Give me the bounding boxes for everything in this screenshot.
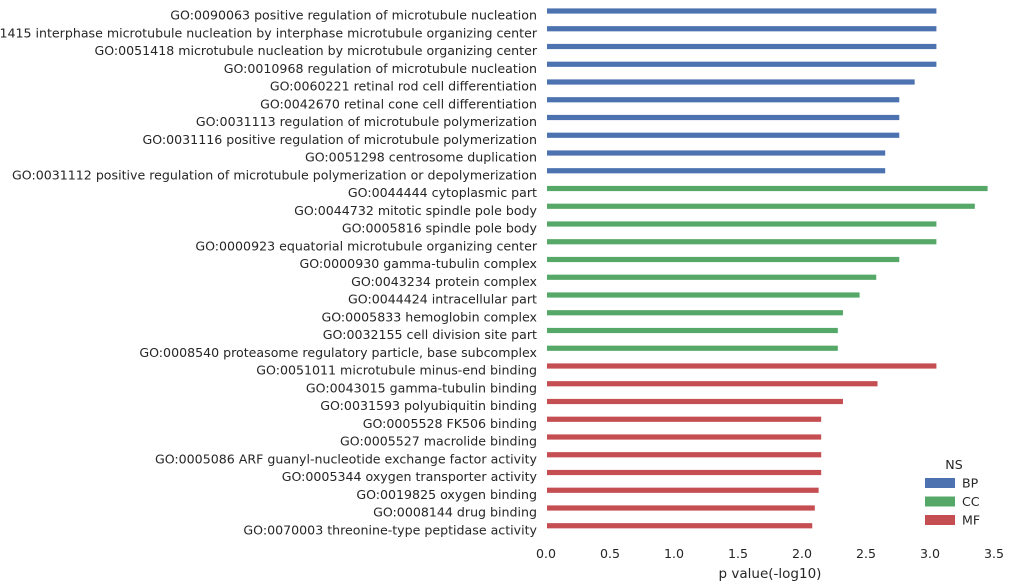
bars-group: [547, 8, 988, 529]
category-label-8: GO:0051298 centrosome duplication: [305, 150, 537, 165]
category-label-26: GO:0005344 oxygen transporter activity: [282, 469, 538, 484]
bar-15: [547, 274, 877, 280]
bar-10: [547, 185, 988, 192]
bar-27: [547, 487, 819, 493]
legend-swatch-bp: [925, 478, 955, 488]
legend-label-mf: MF: [962, 513, 980, 528]
bar-9: [547, 168, 886, 174]
category-label-15: GO:0043234 protein complex: [351, 274, 537, 289]
category-label-23: GO:0005528 FK506 binding: [363, 416, 537, 431]
bar-14: [547, 256, 900, 263]
category-label-10: GO:0044444 cytoplasmic part: [348, 185, 537, 200]
bar-3: [547, 61, 937, 67]
bar-28: [547, 505, 815, 511]
category-label-12: GO:0005816 spindle pole body: [342, 221, 538, 236]
x-tick-label-6: 3.0: [920, 546, 940, 561]
bar-18: [547, 327, 838, 334]
legend-swatch-cc: [925, 496, 955, 507]
category-label-1: GO:0051415 interphase microtubule nuclea…: [0, 25, 538, 40]
bar-21: [547, 381, 878, 387]
category-label-22: GO:0031593 polyubiquitin binding: [320, 398, 537, 413]
bar-26: [547, 469, 822, 476]
category-label-18: GO:0032155 cell division site part: [323, 327, 537, 342]
bar-17: [547, 310, 843, 316]
bar-7: [547, 132, 900, 138]
category-label-2: GO:0051418 microtubule nucleation by mic…: [94, 43, 537, 58]
bar-20: [547, 363, 937, 369]
legend-label-cc: CC: [962, 494, 980, 509]
bar-13: [547, 239, 937, 245]
legend-label-bp: BP: [962, 476, 979, 491]
bar-25: [547, 452, 822, 458]
bar-6: [547, 114, 900, 121]
bar-22: [547, 398, 843, 405]
bar-12: [547, 221, 937, 227]
category-label-6: GO:0031113 regulation of microtubule pol…: [196, 114, 537, 129]
legend-swatch-mf: [925, 515, 955, 525]
category-label-19: GO:0008540 proteasome regulatory particl…: [139, 345, 537, 360]
bar-2: [547, 43, 937, 50]
bar-0: [547, 8, 937, 14]
category-label-7: GO:0031116 positive regulation of microt…: [142, 132, 537, 147]
x-tick-label-1: 0.5: [600, 546, 620, 561]
category-label-4: GO:0060221 retinal rod cell differentiat…: [270, 79, 537, 94]
category-label-9: GO:0031112 positive regulation of microt…: [12, 167, 537, 182]
bar-5: [547, 97, 900, 103]
category-label-29: GO:0070003 threonine-type peptidase acti…: [243, 522, 537, 537]
x-axis-ticks: 0.0 0.5 1.0 1.5 2.0 2.5 3.0 3.5: [536, 546, 1004, 561]
category-label-24: GO:0005527 macrolide binding: [340, 434, 537, 449]
x-tick-label-3: 1.5: [728, 546, 748, 561]
bar-29: [547, 523, 813, 529]
x-tick-label-7: 3.5: [984, 546, 1004, 561]
category-label-16: GO:0044424 intracellular part: [348, 292, 537, 307]
category-label-28: GO:0008144 drug binding: [373, 505, 537, 520]
bar-19: [547, 345, 838, 351]
x-axis-title: p value(-log10): [719, 566, 822, 582]
bar-8: [547, 150, 886, 156]
x-tick-label-2: 1.0: [664, 546, 684, 561]
category-label-20: GO:0051011 microtubule minus-end binding: [256, 363, 537, 378]
category-labels: GO:0090063 positive regulation of microt…: [0, 8, 538, 538]
bar-23: [547, 416, 822, 422]
category-label-25: GO:0005086 ARF guanyl-nucleotide exchang…: [155, 451, 538, 466]
category-label-0: GO:0090063 positive regulation of microt…: [170, 8, 537, 23]
bar-4: [547, 79, 915, 85]
category-label-14: GO:0000930 gamma-tubulin complex: [299, 256, 537, 271]
bar-16: [547, 292, 860, 298]
bar-11: [547, 203, 975, 209]
bar-1: [547, 26, 937, 32]
legend-title: NS: [945, 457, 962, 472]
category-label-27: GO:0019825 oxygen binding: [356, 487, 537, 502]
x-tick-label-5: 2.5: [856, 546, 876, 561]
category-label-21: GO:0043015 gamma-tubulin binding: [306, 380, 537, 395]
category-label-11: GO:0044732 mitotic spindle pole body: [294, 203, 537, 218]
category-label-3: GO:0010968 regulation of microtubule nuc…: [224, 61, 537, 76]
category-label-13: GO:0000923 equatorial microtubule organi…: [195, 238, 537, 253]
x-tick-label-4: 2.0: [792, 546, 812, 561]
category-label-17: GO:0005833 hemoglobin complex: [321, 309, 537, 324]
x-tick-label-0: 0.0: [536, 546, 556, 561]
bar-24: [547, 434, 822, 440]
category-label-5: GO:0042670 retinal cone cell differentia…: [260, 96, 537, 111]
legend: NS BP CC MF: [925, 457, 980, 528]
